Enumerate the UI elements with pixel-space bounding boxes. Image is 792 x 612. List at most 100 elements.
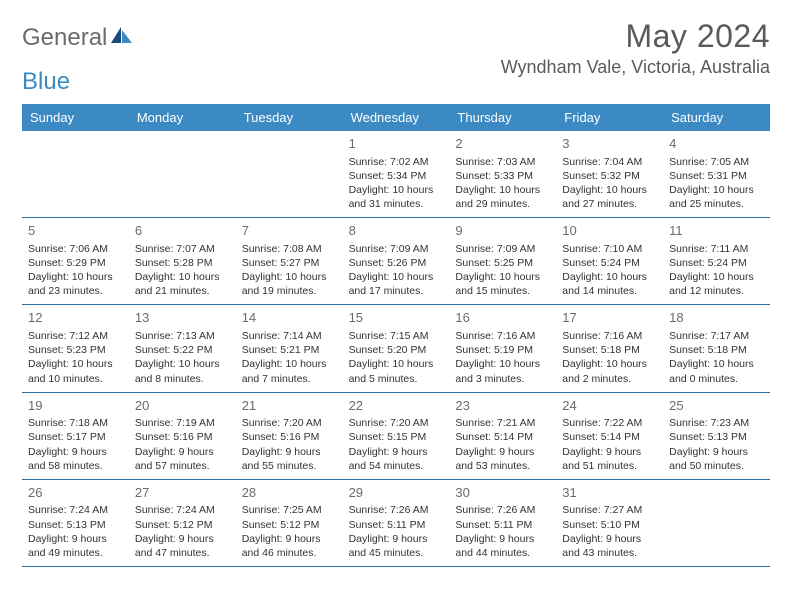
daylight-text: and 21 minutes. [135, 284, 230, 298]
daylight-text: and 23 minutes. [28, 284, 123, 298]
sail-icon [111, 27, 133, 50]
weekday-header: Sunday [22, 104, 129, 131]
daylight-text: Daylight: 10 hours [349, 270, 444, 284]
day-number: 19 [28, 397, 123, 415]
calendar-body: 1Sunrise: 7:02 AMSunset: 5:34 PMDaylight… [22, 131, 770, 567]
sunrise-text: Sunrise: 7:24 AM [135, 503, 230, 517]
sunset-text: Sunset: 5:13 PM [669, 430, 764, 444]
calendar-cell: 6Sunrise: 7:07 AMSunset: 5:28 PMDaylight… [129, 218, 236, 304]
sunrise-text: Sunrise: 7:09 AM [455, 242, 550, 256]
daylight-text: and 14 minutes. [562, 284, 657, 298]
daylight-text: and 31 minutes. [349, 197, 444, 211]
calendar-cell: 3Sunrise: 7:04 AMSunset: 5:32 PMDaylight… [556, 131, 663, 217]
calendar-cell: 22Sunrise: 7:20 AMSunset: 5:15 PMDayligh… [343, 393, 450, 479]
calendar-cell: 19Sunrise: 7:18 AMSunset: 5:17 PMDayligh… [22, 393, 129, 479]
daylight-text: Daylight: 9 hours [562, 532, 657, 546]
sunset-text: Sunset: 5:16 PM [242, 430, 337, 444]
sunrise-text: Sunrise: 7:27 AM [562, 503, 657, 517]
calendar-cell: 1Sunrise: 7:02 AMSunset: 5:34 PMDaylight… [343, 131, 450, 217]
day-number: 26 [28, 484, 123, 502]
sunset-text: Sunset: 5:11 PM [349, 518, 444, 532]
day-number: 3 [562, 135, 657, 153]
day-number: 10 [562, 222, 657, 240]
day-number: 29 [349, 484, 444, 502]
sunset-text: Sunset: 5:12 PM [242, 518, 337, 532]
calendar-cell: 16Sunrise: 7:16 AMSunset: 5:19 PMDayligh… [449, 305, 556, 391]
sunset-text: Sunset: 5:19 PM [455, 343, 550, 357]
daylight-text: and 25 minutes. [669, 197, 764, 211]
daylight-text: and 55 minutes. [242, 459, 337, 473]
day-number: 25 [669, 397, 764, 415]
daylight-text: and 58 minutes. [28, 459, 123, 473]
sunrise-text: Sunrise: 7:19 AM [135, 416, 230, 430]
sunrise-text: Sunrise: 7:03 AM [455, 155, 550, 169]
daylight-text: and 43 minutes. [562, 546, 657, 560]
calendar-cell [236, 131, 343, 217]
sunset-text: Sunset: 5:28 PM [135, 256, 230, 270]
daylight-text: and 5 minutes. [349, 372, 444, 386]
sunrise-text: Sunrise: 7:07 AM [135, 242, 230, 256]
calendar-week: 26Sunrise: 7:24 AMSunset: 5:13 PMDayligh… [22, 479, 770, 567]
daylight-text: Daylight: 10 hours [562, 183, 657, 197]
calendar-cell: 31Sunrise: 7:27 AMSunset: 5:10 PMDayligh… [556, 480, 663, 566]
daylight-text: and 27 minutes. [562, 197, 657, 211]
calendar-week: 12Sunrise: 7:12 AMSunset: 5:23 PMDayligh… [22, 304, 770, 391]
day-number: 20 [135, 397, 230, 415]
daylight-text: Daylight: 9 hours [28, 445, 123, 459]
sunset-text: Sunset: 5:29 PM [28, 256, 123, 270]
sunset-text: Sunset: 5:25 PM [455, 256, 550, 270]
sunrise-text: Sunrise: 7:14 AM [242, 329, 337, 343]
daylight-text: Daylight: 9 hours [135, 445, 230, 459]
sunrise-text: Sunrise: 7:16 AM [562, 329, 657, 343]
daylight-text: and 17 minutes. [349, 284, 444, 298]
daylight-text: and 2 minutes. [562, 372, 657, 386]
daylight-text: and 3 minutes. [455, 372, 550, 386]
sunset-text: Sunset: 5:17 PM [28, 430, 123, 444]
calendar-cell: 27Sunrise: 7:24 AMSunset: 5:12 PMDayligh… [129, 480, 236, 566]
brand-word2: Blue [22, 68, 70, 95]
daylight-text: Daylight: 10 hours [28, 357, 123, 371]
sunset-text: Sunset: 5:14 PM [562, 430, 657, 444]
daylight-text: and 51 minutes. [562, 459, 657, 473]
weekday-header: Monday [129, 104, 236, 131]
sunset-text: Sunset: 5:24 PM [669, 256, 764, 270]
daylight-text: and 8 minutes. [135, 372, 230, 386]
sunrise-text: Sunrise: 7:13 AM [135, 329, 230, 343]
daylight-text: Daylight: 9 hours [455, 445, 550, 459]
daylight-text: Daylight: 9 hours [455, 532, 550, 546]
sunset-text: Sunset: 5:32 PM [562, 169, 657, 183]
sunrise-text: Sunrise: 7:16 AM [455, 329, 550, 343]
daylight-text: and 47 minutes. [135, 546, 230, 560]
day-number: 1 [349, 135, 444, 153]
daylight-text: Daylight: 9 hours [349, 445, 444, 459]
daylight-text: Daylight: 9 hours [349, 532, 444, 546]
day-number: 9 [455, 222, 550, 240]
calendar-cell [22, 131, 129, 217]
sunset-text: Sunset: 5:27 PM [242, 256, 337, 270]
daylight-text: and 54 minutes. [349, 459, 444, 473]
sunset-text: Sunset: 5:10 PM [562, 518, 657, 532]
sunset-text: Sunset: 5:18 PM [562, 343, 657, 357]
daylight-text: Daylight: 9 hours [562, 445, 657, 459]
daylight-text: and 19 minutes. [242, 284, 337, 298]
daylight-text: Daylight: 10 hours [349, 357, 444, 371]
sunrise-text: Sunrise: 7:17 AM [669, 329, 764, 343]
sunrise-text: Sunrise: 7:09 AM [349, 242, 444, 256]
calendar: SundayMondayTuesdayWednesdayThursdayFrid… [22, 104, 770, 567]
daylight-text: Daylight: 10 hours [28, 270, 123, 284]
calendar-cell [129, 131, 236, 217]
sunset-text: Sunset: 5:33 PM [455, 169, 550, 183]
day-number: 8 [349, 222, 444, 240]
location-subtitle: Wyndham Vale, Victoria, Australia [501, 57, 770, 78]
daylight-text: Daylight: 10 hours [135, 357, 230, 371]
sunrise-text: Sunrise: 7:11 AM [669, 242, 764, 256]
day-number: 22 [349, 397, 444, 415]
daylight-text: Daylight: 9 hours [135, 532, 230, 546]
daylight-text: Daylight: 10 hours [455, 270, 550, 284]
daylight-text: Daylight: 9 hours [242, 445, 337, 459]
daylight-text: and 45 minutes. [349, 546, 444, 560]
calendar-week: 1Sunrise: 7:02 AMSunset: 5:34 PMDaylight… [22, 131, 770, 217]
calendar-cell: 4Sunrise: 7:05 AMSunset: 5:31 PMDaylight… [663, 131, 770, 217]
calendar-cell: 25Sunrise: 7:23 AMSunset: 5:13 PMDayligh… [663, 393, 770, 479]
calendar-cell: 28Sunrise: 7:25 AMSunset: 5:12 PMDayligh… [236, 480, 343, 566]
